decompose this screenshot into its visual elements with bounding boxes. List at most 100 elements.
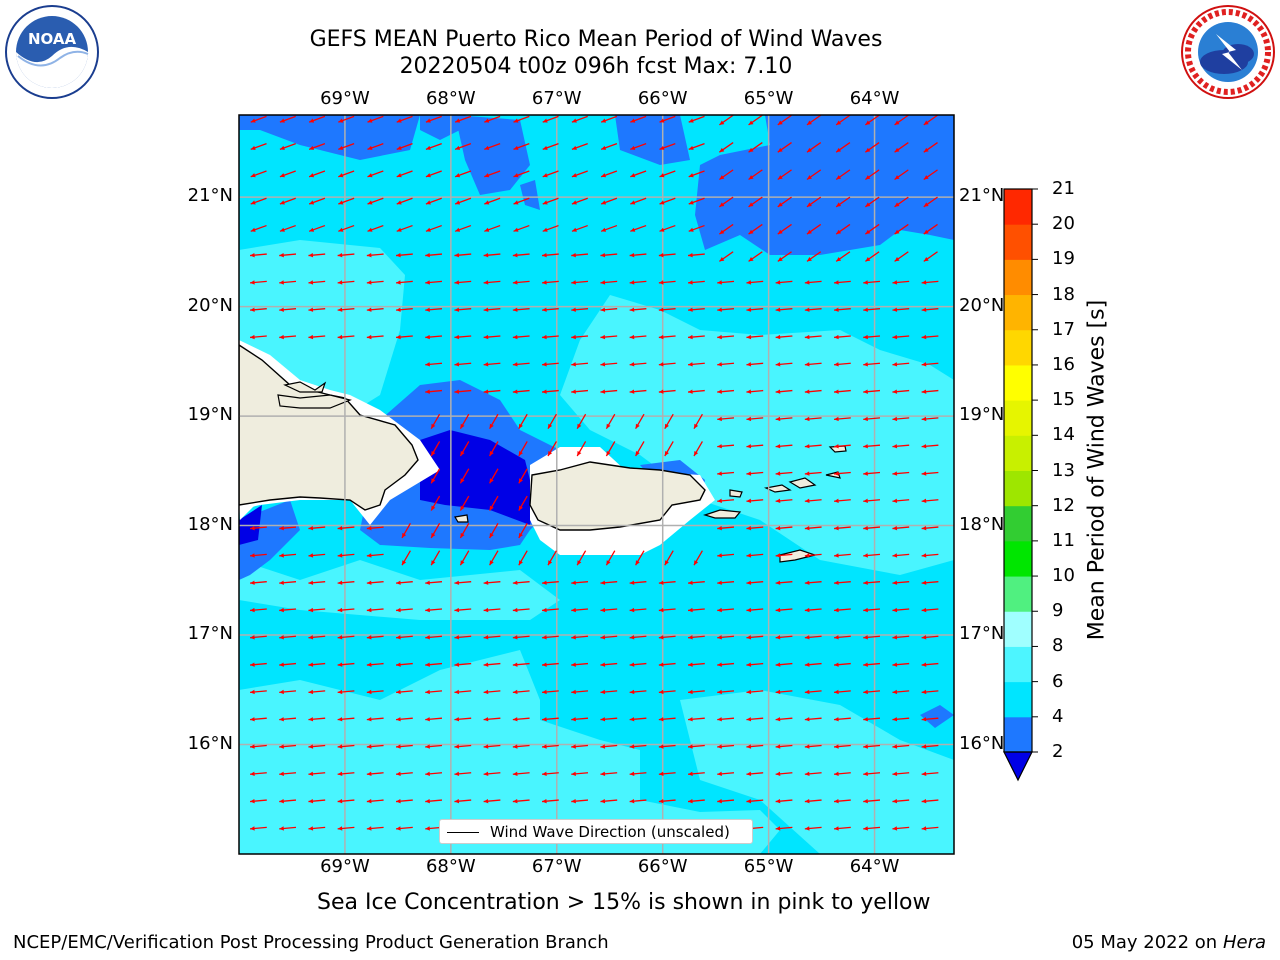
wave-arrowhead <box>863 607 868 613</box>
map-legend: Wind Wave Direction (unscaled) <box>439 819 753 844</box>
wave-arrowhead <box>775 389 781 394</box>
wave-arrowhead <box>921 798 927 804</box>
wave-arrowhead <box>630 173 636 178</box>
wave-arrowhead <box>746 334 752 340</box>
colorbar-tick-label: 10 <box>1052 565 1075 587</box>
wave-arrowhead <box>635 560 640 566</box>
colorbar-tick-label: 20 <box>1052 213 1075 235</box>
wave-arrowhead <box>777 229 783 235</box>
wave-arrowhead <box>250 580 255 585</box>
wave-arrowhead <box>892 662 898 667</box>
wave-arrowhead <box>425 173 431 178</box>
colorbar-segment <box>1004 646 1032 683</box>
colorbar-segment <box>1004 259 1032 296</box>
wave-arrowhead <box>483 580 489 585</box>
wave-arrowhead <box>402 532 407 538</box>
wave-arrowhead <box>863 280 868 285</box>
wave-arrowhead <box>804 826 810 831</box>
footer-date-text: 05 May 2022 on <box>1071 932 1218 953</box>
wave-arrowhead <box>396 280 401 285</box>
wave-arrowhead <box>746 689 752 695</box>
lat-tick-left: 19°N <box>187 404 233 426</box>
wave-arrowhead <box>512 744 518 749</box>
wave-arrowhead <box>577 451 582 456</box>
wave-arrowhead <box>250 227 256 232</box>
wave-arrowhead <box>366 798 372 804</box>
sea-field-2-4s-1 <box>455 115 530 195</box>
wave-arrowhead <box>455 118 461 123</box>
wave-arrowhead <box>719 229 725 235</box>
wave-arrowhead <box>892 553 898 558</box>
wave-arrowhead <box>892 416 898 422</box>
wave-arrowhead <box>483 252 489 258</box>
wave-arrowhead <box>337 717 343 722</box>
wave-arrowhead <box>746 389 752 394</box>
wave-arrowhead <box>834 771 839 777</box>
lat-tick-left: 21°N <box>187 185 233 207</box>
wave-arrowhead <box>659 200 665 205</box>
wave-arrowhead <box>571 389 576 394</box>
wave-arrowhead <box>834 553 839 558</box>
wave-arrowhead <box>600 689 606 695</box>
wave-arrowhead <box>512 607 518 613</box>
wave-arrowhead <box>746 362 752 367</box>
wave-arrowhead <box>513 173 519 178</box>
wave-arrowhead <box>658 717 664 722</box>
wave-arrowhead <box>775 280 781 285</box>
wave-arrowhead <box>542 635 547 640</box>
footer-host: Hera <box>1222 932 1266 953</box>
lon-tick-top: 65°W <box>743 88 794 109</box>
wave-arrowhead <box>600 635 606 640</box>
wave-arrowhead <box>489 478 494 484</box>
wave-arrowhead <box>279 307 284 312</box>
lon-tick-bottom: 65°W <box>743 856 794 877</box>
wave-arrowhead <box>250 334 255 340</box>
lat-tick-right: 19°N <box>959 404 1005 426</box>
wave-arrowhead <box>308 280 314 285</box>
wave-arrowhead <box>366 771 372 777</box>
wave-arrowhead <box>921 717 927 722</box>
wave-arrowhead <box>804 307 810 312</box>
wave-arrowhead <box>548 451 553 456</box>
small-island-0 <box>454 514 469 523</box>
wave-arrowhead <box>804 553 810 558</box>
wave-arrowhead <box>865 257 871 262</box>
wave-arrowhead <box>601 200 607 205</box>
wave-arrowhead <box>804 471 810 476</box>
wave-arrowhead <box>512 280 518 285</box>
wave-arrowhead <box>518 451 523 456</box>
wave-arrowhead <box>746 498 752 504</box>
wave-arrowhead <box>542 280 547 285</box>
wave-arrowhead <box>518 560 523 566</box>
wave-arrowhead <box>431 505 436 511</box>
wave-arrowhead <box>834 826 839 831</box>
wave-arrowhead <box>804 607 810 613</box>
wave-arrowhead <box>892 280 898 285</box>
colorbar-segment <box>1004 329 1032 366</box>
wave-arrowhead <box>250 280 255 285</box>
wave-arrowhead <box>279 252 284 258</box>
wave-arrowhead <box>775 689 781 695</box>
wave-arrowhead <box>717 444 722 449</box>
wave-arrowhead <box>489 423 494 429</box>
wave-arrowhead <box>484 200 490 205</box>
wave-arrowhead <box>279 280 284 285</box>
wave-arrowhead <box>921 744 927 749</box>
wave-arrowhead <box>600 771 606 777</box>
wave-arrowhead <box>892 635 898 640</box>
wave-arrowhead <box>455 145 461 150</box>
wave-arrowhead <box>542 200 548 205</box>
wave-arrowhead <box>746 771 752 777</box>
wave-arrowhead <box>921 662 927 667</box>
wave-arrowhead <box>775 744 781 749</box>
wave-arrowhead <box>629 307 635 312</box>
sea-field-2-4s-0 <box>239 115 420 160</box>
wave-arrowhead <box>454 362 460 367</box>
wave-arrowhead <box>431 478 436 484</box>
wave-arrowhead <box>775 416 781 422</box>
wave-arrowhead <box>455 200 461 205</box>
wave-arrowhead <box>279 717 284 722</box>
wave-arrowhead <box>425 771 430 777</box>
wave-arrowhead <box>571 280 576 285</box>
wave-arrowhead <box>279 145 285 150</box>
